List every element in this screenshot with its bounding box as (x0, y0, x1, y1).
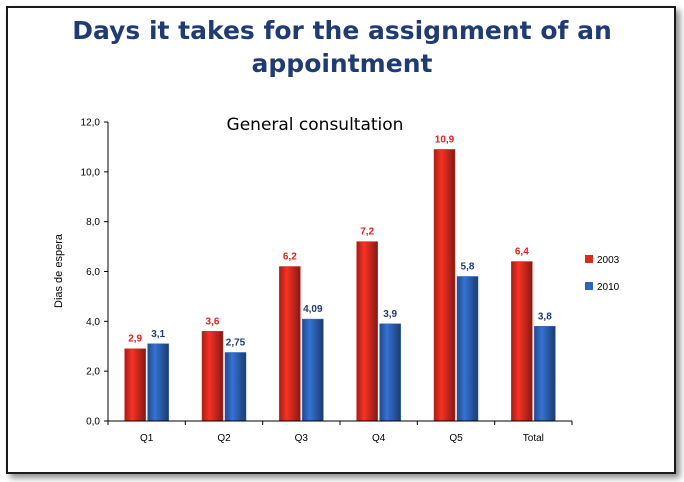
bar-2003-q2 (201, 331, 224, 422)
data-label-2003-q4: 7,2 (360, 227, 374, 238)
bar-2010-q1 (147, 343, 169, 422)
data-label-2010-q4: 3,9 (383, 309, 397, 320)
bar-2003-total (511, 261, 533, 422)
data-label-2003-q3: 6,2 (283, 252, 297, 263)
slide-title: Days it takes for the assignment of an a… (0, 14, 684, 80)
legend-swatch-2003 (585, 255, 593, 263)
x-category-label: Q2 (217, 433, 231, 444)
legend-label-2003: 2003 (597, 255, 620, 266)
bar-2003-q4 (356, 241, 378, 422)
x-category-label: Q3 (295, 433, 309, 444)
x-category-label: Q4 (372, 433, 386, 444)
y-tick-label: 2,0 (86, 367, 100, 378)
x-category-label: Total (523, 433, 544, 444)
bar-2010-total (534, 326, 556, 422)
y-tick-label: 0,0 (86, 417, 100, 428)
data-label-2003-q5: 10,9 (435, 134, 455, 145)
legend-swatch-2010 (585, 282, 593, 290)
data-label-2003-total: 6,4 (515, 247, 529, 258)
x-category-label: Q5 (449, 433, 463, 444)
data-label-2010-q2: 2,75 (226, 337, 246, 348)
y-tick-label: 8,0 (86, 217, 100, 228)
slide-frame (6, 6, 676, 474)
bar-2003-q3 (279, 266, 301, 422)
bar-2010-q3 (302, 318, 324, 422)
y-tick-label: 12,0 (81, 118, 101, 129)
bar-2010-q5 (456, 276, 479, 422)
y-tick-label: 6,0 (86, 267, 100, 278)
bar-2003-q5 (433, 149, 456, 422)
x-category-label: Q1 (140, 433, 154, 444)
bar-2003-q1 (124, 348, 146, 422)
bar-2010-q2 (224, 352, 247, 422)
slide-title-line-2: appointment (251, 49, 433, 78)
y-tick-label: 4,0 (86, 317, 100, 328)
slide-title-line-1: Days it takes for the assignment of an (72, 16, 612, 45)
data-label-2003-q1: 2,9 (128, 334, 142, 345)
data-label-2010-q3: 4,09 (303, 304, 323, 315)
chart-subtitle: General consultation (227, 115, 404, 135)
legend-label-2010: 2010 (597, 282, 620, 293)
bar-2010-q4 (379, 323, 401, 422)
data-label-2010-total: 3,8 (538, 311, 552, 322)
data-label-2003-q2: 3,6 (206, 316, 220, 327)
y-tick-label: 10,0 (81, 167, 101, 178)
y-axis-label: Dias de espera (53, 233, 65, 308)
data-label-2010-q5: 5,8 (461, 261, 475, 272)
data-label-2010-q1: 3,1 (151, 329, 165, 340)
